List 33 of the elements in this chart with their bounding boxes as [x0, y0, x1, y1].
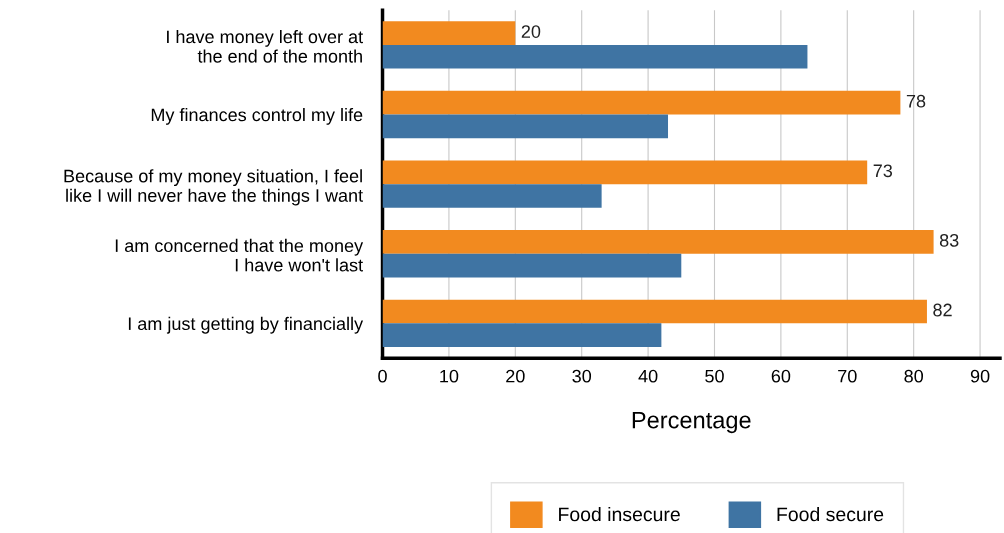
x-tick-label: 90: [970, 369, 990, 383]
y-tick-label: Because of my money situation, I feel like I will never have the things I want: [64, 169, 363, 206]
bar: [382, 299, 927, 324]
x-tick-label: 70: [838, 369, 857, 383]
data-label: 82: [933, 303, 952, 317]
bar: [382, 21, 516, 45]
x-tick-label: 40: [638, 369, 658, 383]
x-tick-label: 0: [378, 369, 387, 383]
y-tick-label: I am just getting by financially: [128, 316, 364, 334]
x-axis-title: Percentage: [632, 411, 751, 434]
x-tick-label: 60: [771, 369, 791, 383]
bar: [382, 160, 868, 185]
y-tick-label: I am concerned that the money I have won't last: [115, 238, 364, 272]
bar: [382, 184, 602, 208]
x-tick-label: 50: [705, 369, 724, 383]
bar: [382, 253, 682, 278]
y-tick-label: My finances control my life: [151, 108, 363, 125]
x-tick-label: 80: [904, 369, 924, 383]
bar: [382, 323, 662, 348]
bar: [382, 230, 934, 254]
data-label: 73: [873, 164, 893, 178]
data-label: 83: [939, 233, 959, 247]
y-tick-label: I have money left over at the end of the month: [167, 29, 363, 63]
bar: [382, 114, 669, 139]
data-label: 78: [906, 94, 926, 108]
x-tick-label: 10: [440, 369, 459, 383]
x-tick-label: 20: [506, 369, 525, 383]
bar: [382, 90, 901, 115]
data-label: 20: [521, 25, 541, 38]
bar: [382, 44, 808, 69]
legend-label: Food insecure: [559, 506, 680, 522]
x-tick-label: 30: [572, 369, 592, 383]
legend-label: Food secure: [777, 506, 884, 522]
